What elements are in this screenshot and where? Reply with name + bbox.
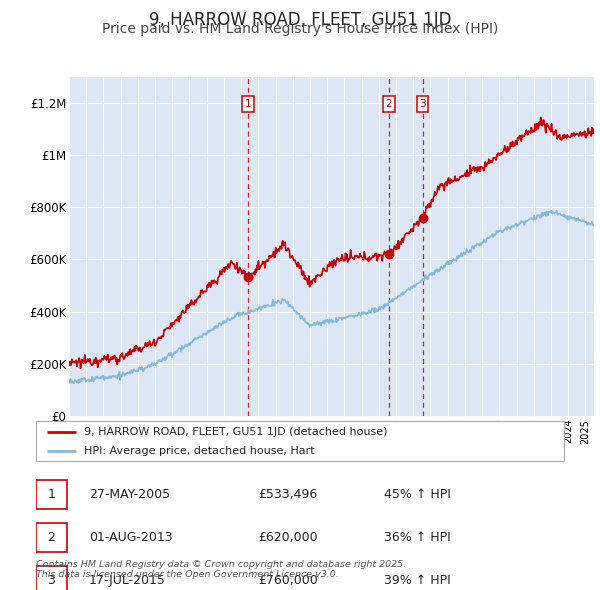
FancyBboxPatch shape [36, 523, 67, 552]
Text: 17-JUL-2015: 17-JUL-2015 [89, 573, 166, 587]
Text: 9, HARROW ROAD, FLEET, GU51 1JD: 9, HARROW ROAD, FLEET, GU51 1JD [149, 11, 451, 29]
Text: 1: 1 [47, 487, 55, 501]
Text: HPI: Average price, detached house, Hart: HPI: Average price, detached house, Hart [83, 447, 314, 456]
Text: 3: 3 [419, 99, 426, 109]
Text: Contains HM Land Registry data © Crown copyright and database right 2025.
This d: Contains HM Land Registry data © Crown c… [36, 560, 406, 579]
Text: £760,000: £760,000 [258, 573, 317, 587]
FancyBboxPatch shape [36, 421, 564, 461]
Text: 27-MAY-2005: 27-MAY-2005 [89, 487, 170, 501]
Text: 45% ↑ HPI: 45% ↑ HPI [385, 487, 451, 501]
Text: 3: 3 [47, 573, 55, 587]
Text: 39% ↑ HPI: 39% ↑ HPI [385, 573, 451, 587]
Text: 1: 1 [245, 99, 251, 109]
Text: Price paid vs. HM Land Registry's House Price Index (HPI): Price paid vs. HM Land Registry's House … [102, 22, 498, 37]
Text: 01-AUG-2013: 01-AUG-2013 [89, 530, 172, 544]
FancyBboxPatch shape [36, 480, 67, 509]
Text: 36% ↑ HPI: 36% ↑ HPI [385, 530, 451, 544]
FancyBboxPatch shape [36, 566, 67, 590]
Text: £533,496: £533,496 [258, 487, 317, 501]
Text: 2: 2 [47, 530, 55, 544]
Text: 2: 2 [386, 99, 392, 109]
Text: 9, HARROW ROAD, FLEET, GU51 1JD (detached house): 9, HARROW ROAD, FLEET, GU51 1JD (detache… [83, 428, 387, 438]
Text: £620,000: £620,000 [258, 530, 317, 544]
